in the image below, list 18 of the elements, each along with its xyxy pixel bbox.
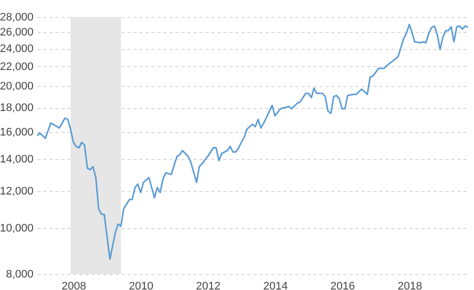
y-tick-label: 26,000 [0,26,34,39]
x-tick-label: 2014 [263,280,288,290]
y-tick-label: 24,000 [0,43,34,56]
y-tick-label: 18,000 [0,102,34,114]
x-tick-label: 2018 [398,280,422,290]
line-series [37,24,468,260]
y-tick-label: 28,000 [0,12,34,24]
y-tick-label: 16,000 [0,126,34,138]
y-tick-label: 12,000 [0,185,34,198]
y-tick-label: 8,000 [6,268,34,280]
y-tick-label: 14,000 [0,154,34,166]
x-tick-label: 2008 [62,280,86,290]
y-tick-label: 10,000 [0,222,34,235]
y-tick-label: 22,000 [0,60,34,73]
x-tick-label: 2010 [128,280,154,290]
y-tick-label: 20,000 [0,80,34,93]
x-tick-label: 2016 [330,280,355,290]
x-tick-label: 2012 [196,280,221,290]
